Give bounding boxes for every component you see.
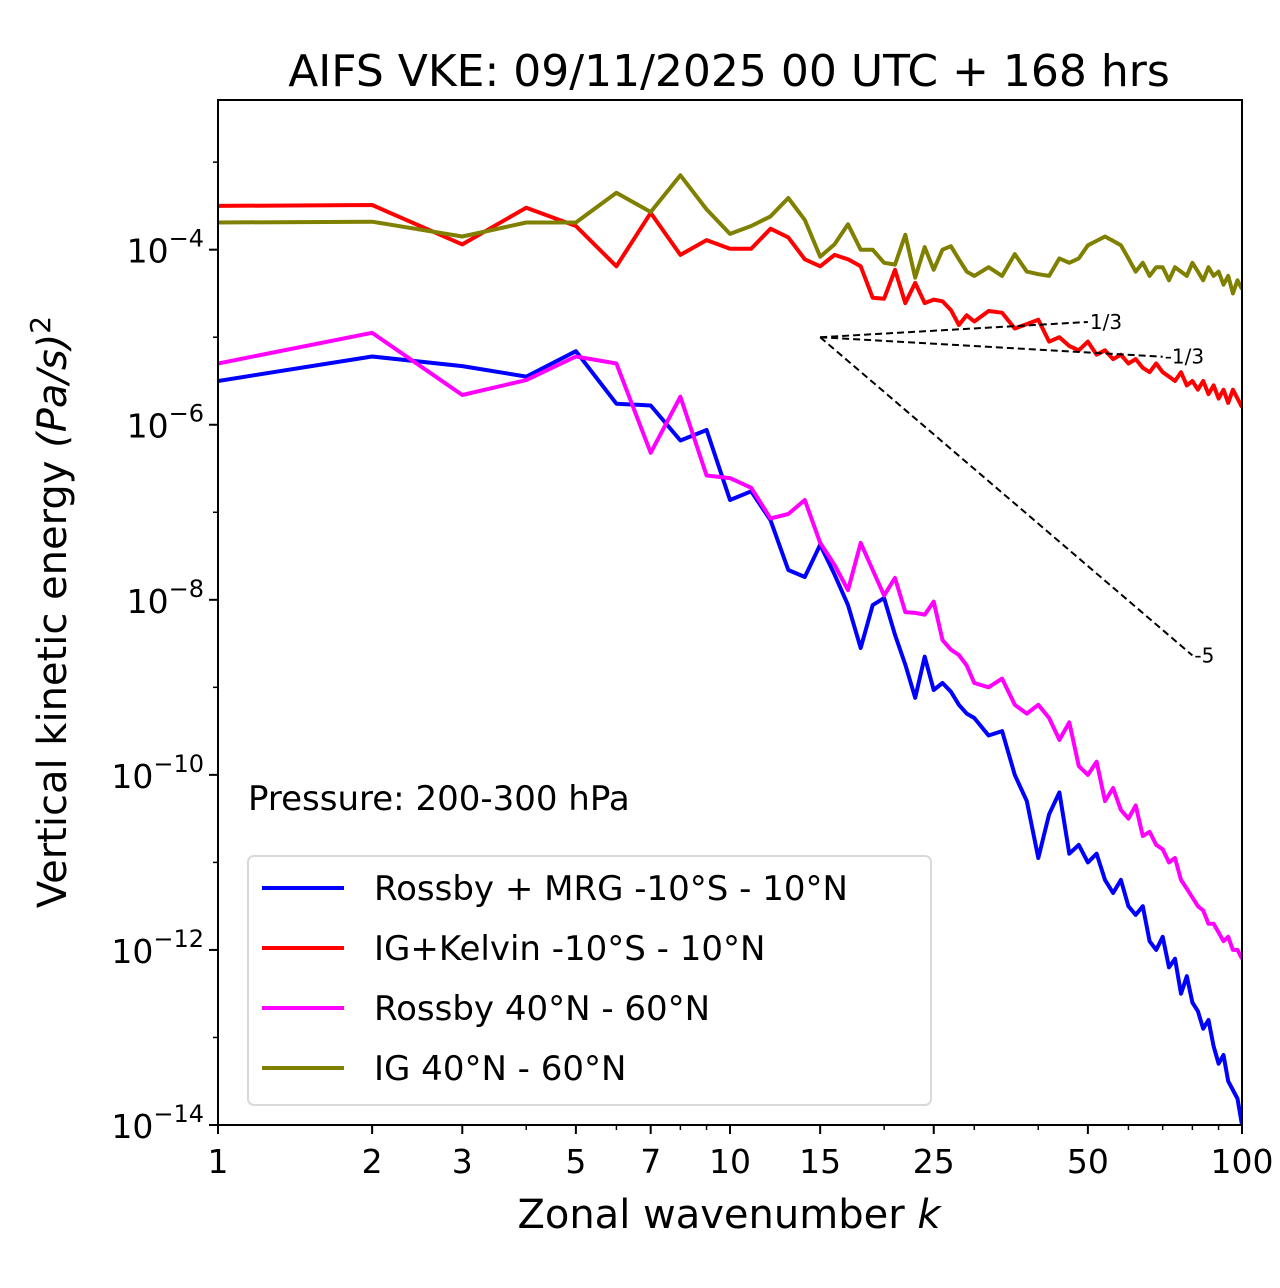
series-layer — [218, 173, 1242, 1125]
x-tick-label: 25 — [913, 1142, 955, 1181]
reference-slopes: 1/3 -1/3 -5 — [819, 310, 1214, 667]
x-tick-label: 3 — [452, 1142, 473, 1181]
y-tick-label: 10−10 — [111, 750, 204, 796]
y-tick-base: 10 — [111, 757, 153, 796]
x-tick-label: 2 — [362, 1142, 383, 1181]
y-tick-label: 10−14 — [111, 1100, 204, 1146]
legend-label-0: Rossby + MRG -10°S - 10°N — [374, 869, 848, 909]
legend-label-2: Rossby 40°N - 60°N — [374, 989, 710, 1029]
reference-line-label-2: -5 — [1194, 643, 1214, 667]
y-tick-exponent: −10 — [153, 750, 204, 778]
legend-label-3: IG 40°N - 60°N — [374, 1049, 626, 1089]
y-axis-title: Vertical kinetic energy (Pa/s)2 — [24, 316, 76, 908]
reference-line-label-0: 1/3 — [1090, 310, 1122, 334]
y-tick-label: 10−6 — [127, 400, 204, 446]
y-axis-units-power: 2 — [24, 316, 57, 334]
y-tick-base: 10 — [111, 932, 153, 971]
y-tick-label: 10−12 — [111, 925, 204, 971]
y-tick-exponent: −8 — [169, 575, 204, 603]
chart-title: AIFS VKE: 09/11/2025 00 UTC + 168 hrs — [288, 46, 1170, 97]
y-tick-exponent: −12 — [153, 925, 204, 953]
x-tick-label: 10 — [709, 1142, 751, 1181]
y-axis-units: (Pa/s) — [30, 334, 76, 448]
legend-box — [247, 855, 932, 1106]
y-tick-base: 10 — [127, 582, 169, 621]
x-axis-title: Zonal wavenumber k — [517, 1192, 942, 1238]
reference-line-1 — [820, 336, 1163, 358]
series-line-3 — [218, 173, 1242, 296]
x-tick-label: 1 — [208, 1142, 229, 1181]
x-axis: 1 2 3 5 7 10 15 25 50 100 — [208, 1125, 1274, 1181]
series-line-1 — [218, 203, 1242, 409]
pressure-annotation: Pressure: 200-300 hPa — [248, 779, 630, 819]
legend-label-1: IG+Kelvin -10°S - 10°N — [374, 929, 765, 969]
y-tick-exponent: −4 — [169, 225, 204, 253]
y-tick-label: 10−4 — [127, 225, 204, 271]
legend: Rossby + MRG -10°S - 10°N IG+Kelvin -10°S… — [247, 855, 932, 1106]
x-axis-title-text: Zonal wavenumber — [517, 1192, 905, 1238]
y-tick-exponent: −14 — [153, 1100, 204, 1128]
x-tick-label: 5 — [565, 1142, 586, 1181]
x-tick-label: 50 — [1067, 1142, 1109, 1181]
y-tick-base: 10 — [127, 407, 169, 446]
y-tick-base: 10 — [127, 232, 169, 271]
reference-line-label-1: -1/3 — [1165, 345, 1204, 369]
series-line-2 — [218, 330, 1242, 960]
x-tick-label: 7 — [640, 1142, 661, 1181]
y-tick-base: 10 — [111, 1107, 153, 1146]
reference-line-2 — [819, 336, 1194, 657]
reference-line-0 — [820, 320, 1088, 339]
y-tick-exponent: −6 — [169, 400, 204, 428]
x-axis-variable: k — [917, 1192, 942, 1238]
y-axis-title-text: Vertical kinetic energy — [30, 461, 76, 909]
x-tick-label: 100 — [1211, 1142, 1274, 1181]
x-tick-label: 15 — [799, 1142, 841, 1181]
y-tick-label: 10−8 — [127, 575, 204, 621]
